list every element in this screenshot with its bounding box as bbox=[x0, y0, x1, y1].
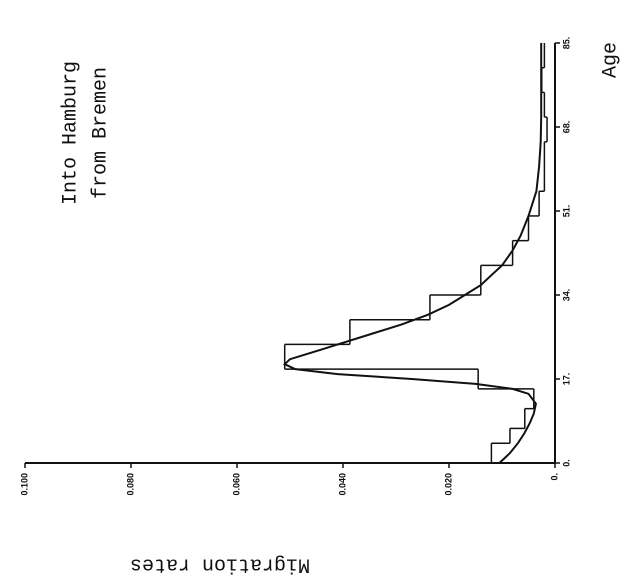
x-tick-label: 51. bbox=[561, 205, 571, 218]
x-tick-label: 0. bbox=[561, 459, 571, 467]
y-tick-label: 0.060 bbox=[231, 473, 241, 496]
y-tick-label: 0. bbox=[549, 473, 559, 481]
y-tick-label: 0.040 bbox=[337, 473, 347, 496]
plot: Into Hamburg from Bremen Age Migration r… bbox=[19, 37, 622, 576]
y-tick-label: 0.020 bbox=[443, 473, 453, 496]
chart-title: Into Hamburg bbox=[59, 61, 82, 205]
y-tick-label: 0.100 bbox=[19, 473, 29, 496]
x-tick-label: 68. bbox=[561, 121, 571, 134]
chart-subtitle: from Bremen bbox=[89, 67, 112, 199]
fitted-curve bbox=[282, 43, 543, 464]
x-tick-label: 85. bbox=[561, 37, 571, 50]
x-tick-label: 34. bbox=[561, 289, 571, 302]
x-tick-label: 17. bbox=[561, 373, 571, 386]
y-tick-label: 0.080 bbox=[125, 473, 135, 496]
y-axis-label: Migration rates bbox=[130, 553, 310, 576]
x-axis-label: Age bbox=[599, 42, 622, 78]
